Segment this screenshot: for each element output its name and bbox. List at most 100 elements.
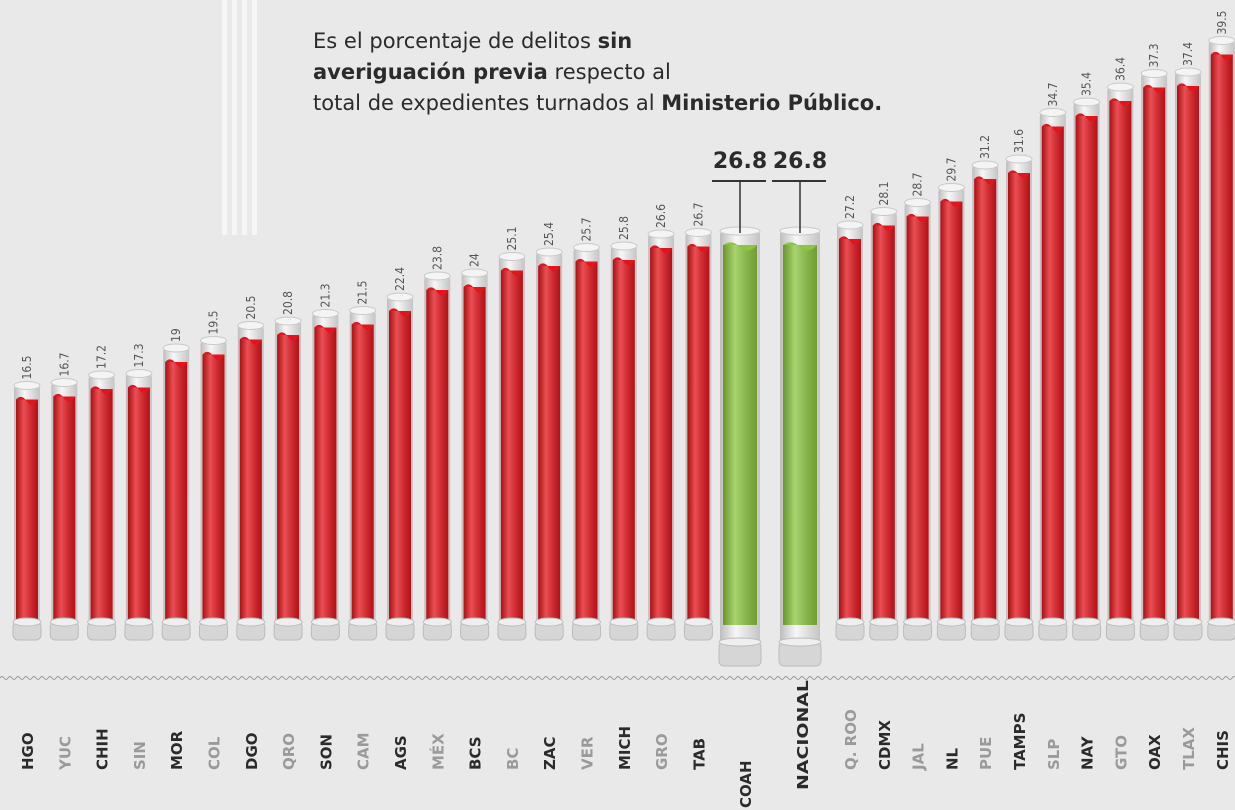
tube-base-top [1004, 617, 1034, 627]
separator [0, 676, 1235, 680]
category-label: YUC [56, 736, 74, 771]
tube-cap [1039, 108, 1067, 117]
annotation-run [514, 29, 521, 53]
category-label: TAMPS [1011, 713, 1029, 770]
tube-base-top [534, 617, 564, 627]
value-label: 21.3 [318, 283, 332, 307]
tube-base-top [970, 617, 1000, 627]
tube [609, 241, 639, 641]
annotation-run: respecto [555, 60, 646, 84]
liquid-top [974, 176, 997, 185]
tube [1038, 108, 1068, 641]
value-label: 26.8 [713, 149, 767, 174]
tube-base-top [1139, 617, 1169, 627]
liquid-top [53, 393, 76, 403]
bar-shine [389, 311, 411, 625]
tube-base-top [49, 617, 79, 627]
category-label: SON [317, 734, 335, 770]
liquid-top [940, 198, 963, 208]
category-label: HGO [19, 732, 37, 770]
liquid-top [500, 267, 523, 277]
bar-shine [783, 245, 817, 625]
category-label: VER [579, 736, 597, 770]
liquid-top [90, 386, 113, 395]
tube-cap [684, 228, 712, 237]
liquid-top [127, 384, 150, 394]
value-label: 31.6 [1012, 129, 1026, 153]
liquid-top [165, 359, 188, 368]
tube-base-top [835, 617, 865, 627]
tube-base-top [385, 617, 415, 627]
bar-shine [612, 260, 635, 625]
tube [646, 229, 676, 641]
tube-base-top [718, 637, 762, 647]
annotation-run: Ministerio [661, 91, 780, 115]
tube [778, 226, 822, 667]
tube-base-top [124, 617, 154, 627]
category-label: CHIS [1214, 730, 1232, 770]
tube-base-top [1038, 617, 1068, 627]
value-label: 28.7 [911, 172, 925, 196]
tube-base-top [87, 617, 117, 627]
liquid-top [463, 284, 486, 293]
category-label: COAH [737, 760, 755, 808]
annotation-run: delitos [521, 29, 591, 53]
annotation-run [645, 60, 652, 84]
value-label: 25.1 [505, 226, 519, 250]
bar-shine [314, 327, 337, 625]
tube-cap [200, 336, 227, 345]
tube-base-top [609, 617, 639, 627]
annotation-run [780, 91, 787, 115]
bar-shine [165, 362, 188, 625]
value-label: 28.1 [877, 181, 891, 205]
category-label: PUE [977, 737, 995, 770]
category-label: NL [943, 747, 961, 770]
bar-shine [127, 387, 150, 625]
liquid-top [906, 213, 929, 223]
bar-shine [463, 287, 486, 625]
bar-shine [538, 266, 561, 625]
tube-cap [937, 183, 965, 192]
tube [869, 207, 899, 641]
value-label: 25.4 [542, 222, 556, 246]
tube [161, 343, 191, 641]
tube-cap [971, 160, 999, 170]
tube [1072, 97, 1102, 641]
bar-shine [872, 225, 895, 625]
liquid-top [351, 321, 374, 331]
annotation-run [548, 60, 555, 84]
bar-shine [940, 201, 963, 625]
tube-cap [836, 220, 864, 230]
annotation-run [363, 29, 370, 53]
category-label: GTO [1112, 735, 1130, 770]
annotation-run [655, 91, 662, 115]
annotation-run: total [313, 91, 361, 115]
annotation-run: Es [313, 29, 337, 53]
value-label: 26.6 [654, 204, 668, 228]
tube-cap [274, 316, 302, 326]
tube-base-top [1207, 617, 1235, 627]
tube-base-top [1105, 617, 1135, 627]
value-label: 21.5 [356, 280, 370, 304]
tube [903, 198, 933, 641]
liquid-top [1177, 83, 1199, 92]
annotation-run [632, 29, 639, 53]
value-label: 26.8 [773, 149, 827, 174]
tube-cap [1005, 154, 1033, 164]
bar-shine [239, 339, 262, 625]
tube-base-top [12, 617, 42, 627]
bar-shine [1143, 87, 1166, 625]
category-label: BCS [467, 736, 485, 770]
liquid-top [783, 242, 817, 251]
liquid-top [839, 236, 861, 245]
bar-shine [906, 216, 929, 625]
category-label: TAB [690, 738, 708, 770]
tube [273, 316, 303, 641]
annotation-run: de [488, 29, 514, 53]
tube-cap [870, 207, 898, 216]
tube-cap [162, 343, 190, 353]
liquid-top [872, 222, 895, 232]
liquid-top [650, 245, 673, 254]
bar-shine [351, 324, 374, 625]
value-label: 29.7 [944, 157, 958, 181]
